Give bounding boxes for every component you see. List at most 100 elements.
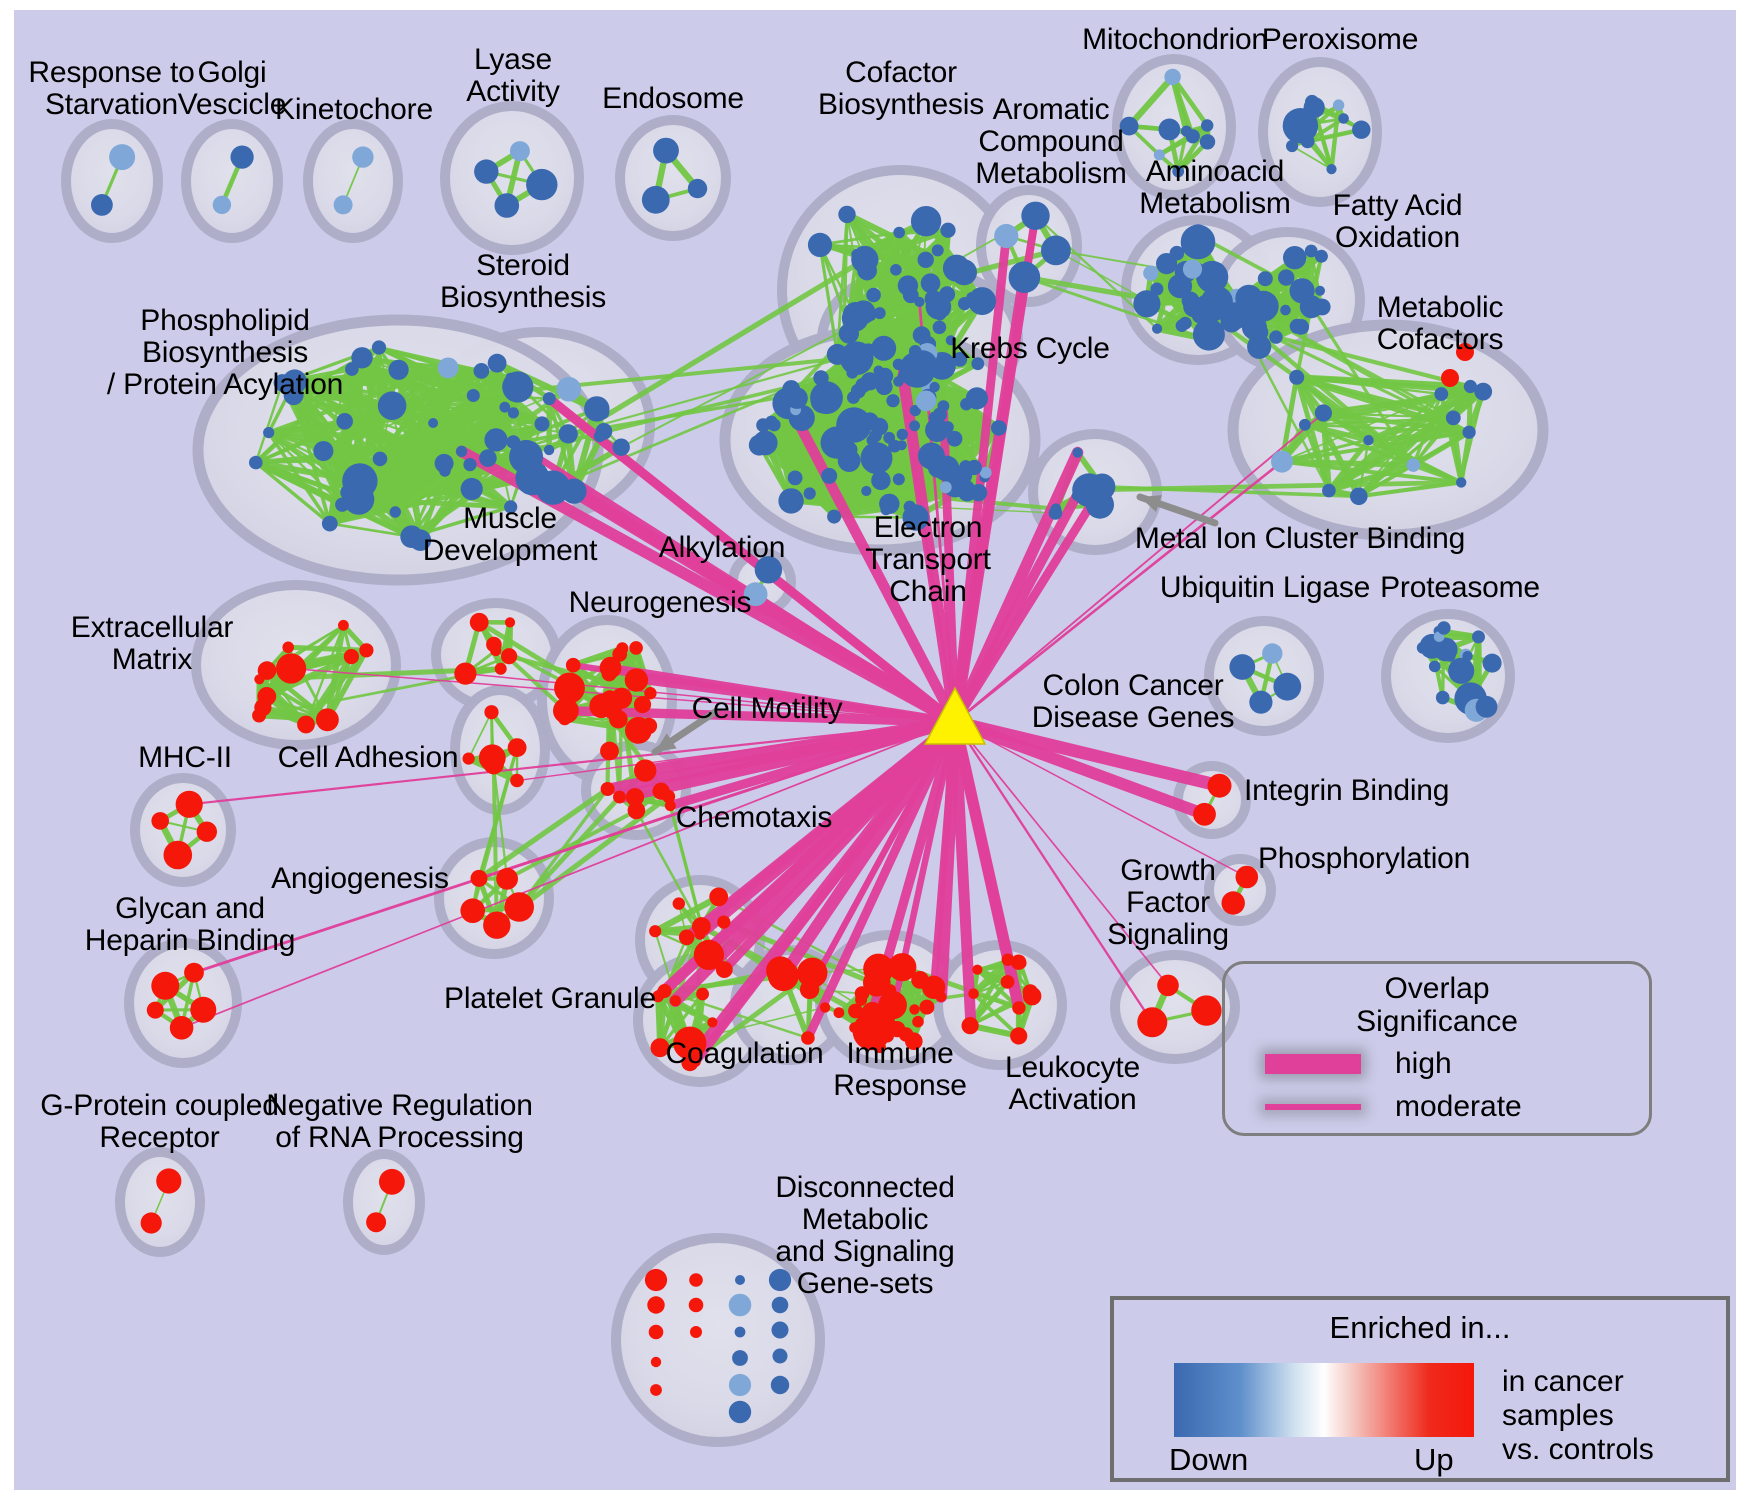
gene-set-node[interactable] (968, 988, 979, 999)
gene-set-node[interactable] (1247, 290, 1279, 322)
gene-set-node[interactable] (439, 465, 451, 477)
gene-set-node[interactable] (543, 444, 555, 456)
gene-set-node[interactable] (463, 458, 477, 472)
gene-set-node[interactable] (852, 1012, 891, 1051)
gene-set-node[interactable] (276, 653, 307, 684)
gene-set-node[interactable] (689, 1273, 703, 1287)
gene-set-node[interactable] (474, 159, 499, 184)
gene-set-node[interactable] (902, 287, 919, 304)
gene-set-node[interactable] (873, 1041, 886, 1054)
gene-set-node[interactable] (1472, 630, 1485, 644)
gene-set-node[interactable] (871, 335, 897, 361)
gene-set-node[interactable] (473, 363, 490, 379)
gene-set-node[interactable] (1456, 477, 1467, 488)
gene-set-node[interactable] (297, 715, 315, 734)
gene-set-node[interactable] (335, 497, 350, 512)
gene-set-node[interactable] (728, 1293, 752, 1317)
gene-set-node[interactable] (912, 1015, 924, 1028)
gene-set-node[interactable] (885, 984, 897, 996)
gene-set-node[interactable] (819, 1002, 831, 1013)
gene-set-node[interactable] (624, 668, 649, 692)
gene-set-node[interactable] (1072, 447, 1083, 458)
gene-set-node[interactable] (184, 962, 204, 983)
gene-set-node[interactable] (479, 449, 497, 467)
hub-triangle[interactable] (923, 686, 987, 745)
gene-set-node[interactable] (797, 957, 828, 988)
gene-set-node[interactable] (1303, 96, 1325, 119)
gene-set-node[interactable] (509, 141, 530, 162)
gene-set-node[interactable] (196, 821, 217, 842)
gene-set-node[interactable] (844, 415, 863, 433)
gene-set-node[interactable] (843, 302, 868, 327)
gene-set-node[interactable] (687, 178, 708, 199)
hub-node[interactable] (923, 686, 987, 745)
gene-set-node[interactable] (774, 396, 790, 413)
gene-set-node[interactable] (1257, 271, 1273, 287)
gene-set-node[interactable] (854, 986, 870, 1001)
gene-set-node[interactable] (316, 708, 339, 732)
gene-set-node[interactable] (1201, 119, 1214, 132)
gene-set-node[interactable] (994, 223, 1019, 249)
gene-set-node[interactable] (939, 481, 952, 494)
gene-set-node[interactable] (827, 509, 842, 524)
gene-set-node[interactable] (627, 801, 646, 820)
gene-set-node[interactable] (1289, 318, 1305, 334)
gene-set-node[interactable] (664, 800, 676, 812)
gene-set-node[interactable] (460, 898, 486, 923)
gene-set-node[interactable] (156, 1168, 182, 1194)
gene-set-node[interactable] (469, 612, 489, 632)
gene-set-node[interactable] (1462, 425, 1476, 439)
gene-set-node[interactable] (595, 423, 613, 440)
gene-set-node[interactable] (613, 790, 626, 804)
gene-set-node[interactable] (756, 418, 771, 433)
gene-set-node[interactable] (871, 470, 891, 491)
gene-set-node[interactable] (971, 357, 985, 371)
gene-set-node[interactable] (647, 1296, 665, 1314)
gene-set-node[interactable] (644, 687, 657, 700)
gene-set-node[interactable] (707, 1017, 718, 1028)
gene-set-node[interactable] (832, 440, 850, 458)
gene-set-node[interactable] (672, 897, 685, 910)
gene-set-node[interactable] (1314, 404, 1332, 422)
gene-set-node[interactable] (1041, 235, 1071, 266)
gene-set-node[interactable] (501, 648, 518, 665)
gene-set-node[interactable] (526, 168, 558, 201)
gene-set-node[interactable] (1119, 116, 1139, 136)
gene-set-node[interactable] (1164, 68, 1181, 86)
gene-set-node[interactable] (494, 193, 520, 218)
gene-set-node[interactable] (1273, 672, 1302, 701)
gene-set-node[interactable] (163, 840, 193, 870)
gene-set-node[interactable] (1153, 149, 1165, 161)
gene-set-node[interactable] (629, 641, 643, 655)
gene-set-node[interactable] (909, 405, 921, 417)
gene-set-node[interactable] (612, 646, 628, 662)
gene-set-node[interactable] (896, 428, 908, 441)
gene-set-node[interactable] (873, 307, 886, 320)
gene-set-node[interactable] (866, 287, 881, 303)
gene-set-node[interactable] (366, 1212, 387, 1233)
gene-set-node[interactable] (510, 773, 524, 788)
gene-set-node[interactable] (321, 515, 338, 532)
gene-set-node[interactable] (893, 226, 905, 239)
gene-set-node[interactable] (771, 1321, 789, 1339)
gene-set-node[interactable] (1280, 304, 1291, 316)
gene-set-node[interactable] (805, 980, 817, 992)
gene-set-node[interactable] (1286, 139, 1299, 153)
gene-set-node[interactable] (1200, 286, 1233, 318)
gene-set-node[interactable] (508, 374, 531, 397)
cluster-hull-endosome[interactable] (615, 115, 731, 241)
gene-set-node[interactable] (925, 418, 949, 442)
gene-set-node[interactable] (313, 441, 334, 461)
gene-set-node[interactable] (653, 137, 679, 164)
gene-set-node[interactable] (1001, 953, 1014, 966)
gene-set-node[interactable] (175, 790, 203, 818)
gene-set-node[interactable] (1175, 319, 1189, 333)
gene-set-node[interactable] (960, 398, 973, 411)
gene-set-node[interactable] (388, 359, 409, 380)
gene-set-node[interactable] (1283, 246, 1307, 270)
gene-set-node[interactable] (1350, 487, 1368, 506)
gene-set-node[interactable] (650, 1356, 662, 1368)
gene-set-node[interactable] (851, 245, 879, 274)
gene-set-node[interactable] (409, 529, 432, 551)
gene-set-node[interactable] (336, 413, 354, 430)
